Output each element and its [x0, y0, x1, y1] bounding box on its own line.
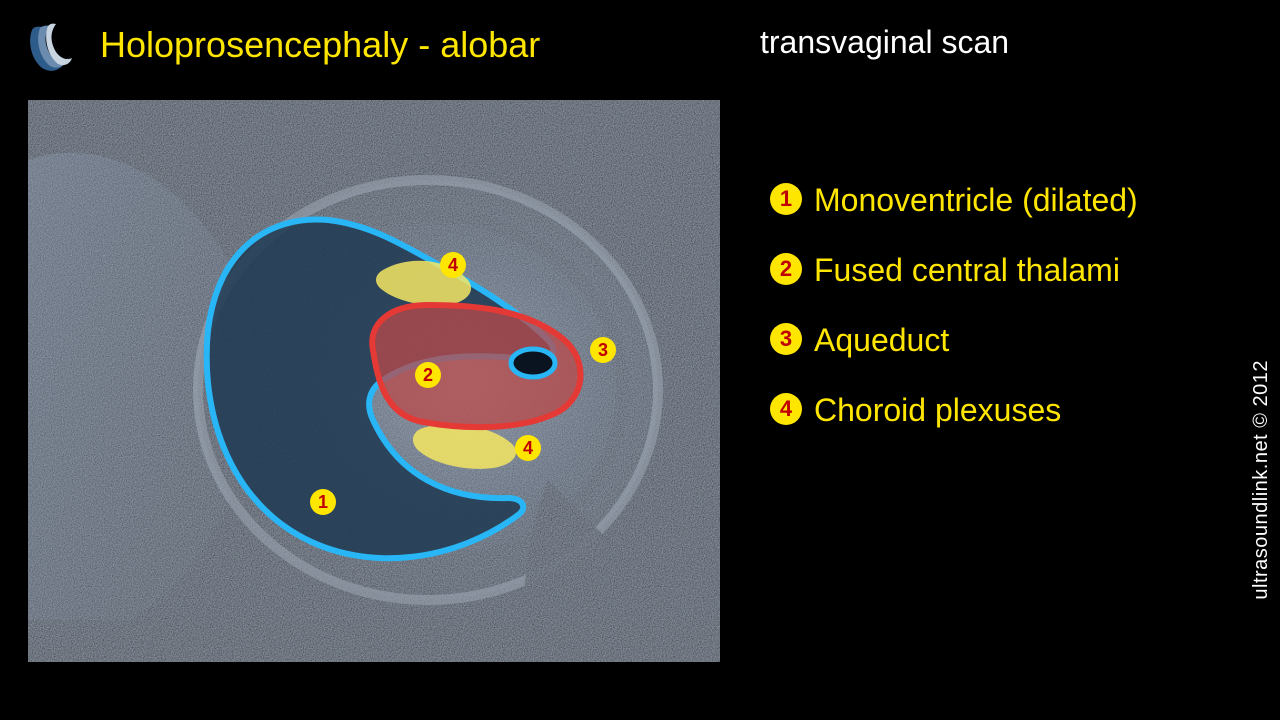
page-title: Holoprosencephaly - alobar — [100, 24, 540, 66]
legend-bullet-3: 3 — [770, 323, 802, 355]
brand-logo — [22, 18, 78, 74]
diagram-marker-4-top: 4 — [440, 252, 466, 278]
legend-bullet-1: 1 — [770, 183, 802, 215]
legend-item-4: 4 Choroid plexuses — [770, 390, 1210, 430]
credit-text: ultrasoundlink.net © 2012 — [1251, 360, 1274, 600]
ultrasound-scan: 1 2 3 4 4 — [28, 100, 720, 662]
diagram-marker-4-bottom: 4 — [515, 435, 541, 461]
anatomy-overlay — [28, 100, 720, 662]
page-subtitle: transvaginal scan — [760, 24, 1009, 61]
legend-bullet-2: 2 — [770, 253, 802, 285]
choroid-bottom-shape — [413, 424, 516, 469]
legend-label-4: Choroid plexuses — [814, 390, 1061, 430]
diagram-marker-3: 3 — [590, 337, 616, 363]
legend-item-3: 3 Aqueduct — [770, 320, 1210, 360]
diagram-marker-1: 1 — [310, 489, 336, 515]
legend-item-2: 2 Fused central thalami — [770, 250, 1210, 290]
diagram-marker-2: 2 — [415, 362, 441, 388]
legend-item-1: 1 Monoventricle (dilated) — [770, 180, 1210, 220]
legend-bullet-4: 4 — [770, 393, 802, 425]
legend-label-3: Aqueduct — [814, 320, 949, 360]
legend-label-1: Monoventricle (dilated) — [814, 180, 1138, 220]
aqueduct-shape — [511, 349, 555, 377]
legend-label-2: Fused central thalami — [814, 250, 1120, 290]
legend: 1 Monoventricle (dilated) 2 Fused centra… — [770, 180, 1210, 460]
